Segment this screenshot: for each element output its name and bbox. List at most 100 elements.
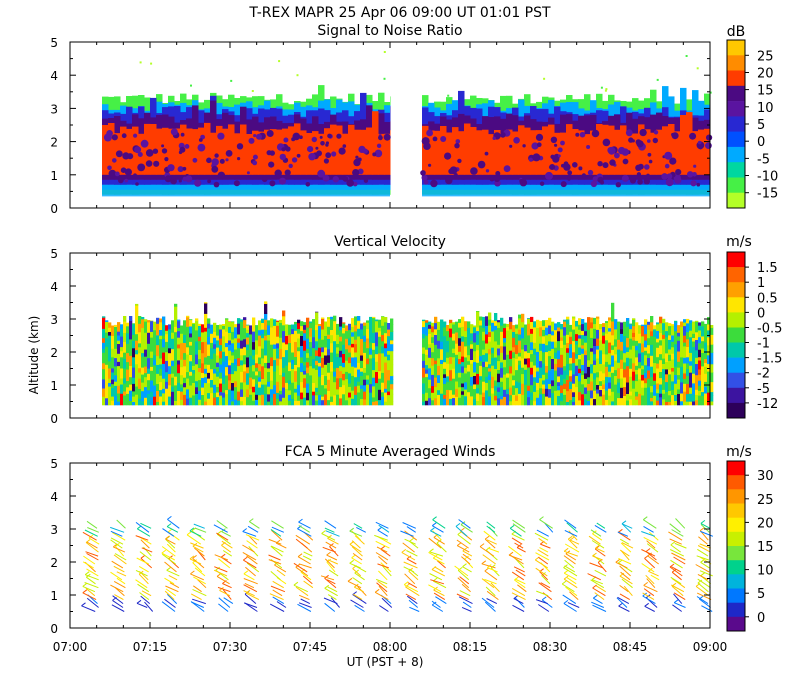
wind-barb <box>194 547 205 557</box>
vv-cell <box>506 338 510 348</box>
vv-cell <box>551 368 555 381</box>
vv-cell <box>422 326 426 335</box>
vv-cell <box>458 327 462 339</box>
vv-cell <box>171 360 175 367</box>
vv-cell <box>647 387 651 395</box>
vv-cell <box>318 330 322 339</box>
vv-cell <box>267 324 271 335</box>
vv-cell <box>102 348 106 353</box>
vv-cell <box>422 367 426 378</box>
snr-cell <box>210 132 217 175</box>
wind-barb <box>541 575 551 585</box>
vv-cell <box>240 359 244 366</box>
vv-cell <box>683 322 687 327</box>
vv-cell <box>171 391 175 400</box>
wind-barb <box>247 525 259 533</box>
x-tick-label: 07:45 <box>293 640 328 654</box>
vv-cell <box>458 363 462 373</box>
wind-barb <box>700 530 714 537</box>
vv-cell <box>174 400 178 406</box>
wind-barb <box>508 554 523 561</box>
vv-cell <box>476 311 480 319</box>
vv-cell <box>692 373 696 384</box>
wind-barb <box>461 556 471 565</box>
vv-cell <box>605 339 609 349</box>
colorbar-swatch <box>727 546 745 561</box>
vv-cell <box>596 384 600 390</box>
snr-spot <box>560 140 565 146</box>
vv-cell <box>147 343 151 348</box>
vv-cell <box>572 391 576 397</box>
wind-barb <box>243 559 257 569</box>
vv-cell <box>381 396 385 406</box>
snr-spot <box>690 180 697 187</box>
wind-barb <box>645 574 655 585</box>
vv-cell <box>554 390 558 401</box>
figure-title: T-REX MAPR 25 Apr 06 09:00 UT 01:01 PST <box>248 5 551 21</box>
vv-cell <box>545 365 549 373</box>
wind-barb <box>646 543 659 553</box>
vv-cell <box>273 348 277 361</box>
vv-cell <box>476 384 480 389</box>
vv-cell <box>324 335 328 342</box>
vv-cell <box>653 329 657 337</box>
vv-cell <box>237 383 241 392</box>
vv-cell <box>357 357 361 363</box>
wind-profile <box>508 519 527 612</box>
vv-cell <box>608 371 612 378</box>
vv-cell <box>434 360 438 365</box>
vv-cell <box>578 329 582 336</box>
vv-cell <box>581 338 585 346</box>
vv-cell <box>291 388 295 399</box>
vv-cell <box>605 382 609 391</box>
wind-barb <box>563 567 578 577</box>
vv-cell <box>566 390 570 402</box>
vv-cell <box>138 388 142 399</box>
vv-cell <box>174 396 178 401</box>
snr-spot <box>363 178 369 183</box>
vv-cell <box>159 358 163 365</box>
snr-spot <box>107 165 112 171</box>
vv-cell <box>300 381 304 393</box>
wind-barb <box>84 529 98 537</box>
vv-cell <box>159 329 163 336</box>
vv-cell <box>548 325 552 335</box>
colorbar-swatch <box>727 101 745 117</box>
wind-barb <box>243 590 255 597</box>
snr-spots-1 <box>420 129 713 188</box>
vv-cell <box>216 362 220 367</box>
vv-cell <box>500 361 504 369</box>
snr-cell <box>452 127 459 175</box>
vv-cell <box>225 366 229 376</box>
vv-cell <box>470 395 474 406</box>
vv-cell <box>366 400 370 406</box>
wind-barb-flag <box>324 584 330 589</box>
vv-cell <box>623 377 627 383</box>
vv-cell <box>165 388 169 398</box>
vv-cell <box>342 327 346 334</box>
vv-cell <box>225 318 229 328</box>
vv-cell <box>482 381 486 393</box>
vv-cell <box>665 381 669 392</box>
vv-cell <box>204 364 208 369</box>
vv-cell <box>710 372 714 383</box>
wind-barb <box>643 519 657 529</box>
snr-spot <box>362 148 368 154</box>
vv-cell <box>363 322 367 326</box>
vv-cell <box>449 356 453 364</box>
vv-cell <box>656 338 660 343</box>
vv-cell <box>189 336 193 342</box>
wind-barb <box>298 563 312 569</box>
snr-speckle <box>296 74 299 77</box>
vv-cell <box>704 358 708 363</box>
wind-barb <box>512 604 525 612</box>
vv-cell <box>192 387 196 396</box>
vv-cell <box>252 386 256 393</box>
wind-barb <box>324 520 337 529</box>
snr-spot <box>285 146 291 152</box>
wind-barb-flag <box>189 527 195 532</box>
wind-barb-flag <box>293 581 299 586</box>
vv-cell <box>566 334 570 340</box>
snr-cell <box>518 125 525 175</box>
wind-barb <box>596 522 606 529</box>
